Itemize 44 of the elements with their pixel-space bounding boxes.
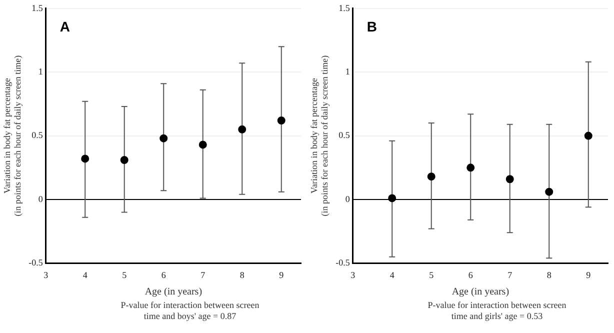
y-axis-title: Variation in body fat percentage (in points for each hour of daily screen time) [2,55,23,216]
x-tick-label: 9 [586,270,592,280]
point [238,125,246,134]
x-tick-label: 7 [200,270,206,280]
point [277,116,286,125]
text: P-value for interaction between screen time and boys' age = 0.87 [120,300,260,322]
point [388,194,396,202]
point [584,132,592,140]
point [466,164,475,172]
y-tick-label: 0.5 [32,130,44,140]
y-tick-label: 1 [38,66,43,76]
y-tick-label: -0.5 [336,258,350,268]
point [545,188,554,196]
x-tick-label: 9 [279,270,284,280]
y-tick-label: 0 [38,194,44,204]
point [120,156,128,164]
x-tick-label: 4 [390,270,395,280]
x-tick-label: 4 [82,270,88,280]
x-tick-label: 3 [350,270,356,280]
y-tick-label: 0 [345,194,350,204]
annotation: A [60,18,70,34]
x-axis-title: Age (in years) [144,286,202,298]
annotation: B [366,18,377,34]
point [81,154,90,163]
x-tick-label: 6 [468,270,474,280]
x-tick-label: 7 [508,270,513,280]
y-tick-label: 0.5 [338,130,350,140]
y-tick-label: 1.5 [338,2,350,13]
x-tick-label: 3 [44,270,49,280]
y-axis-title: Variation in body fat percentage (in points for each hour of daily screen time) [308,55,330,216]
y-tick-label: 1.5 [32,2,44,13]
y-tick-label: -0.5 [28,258,44,268]
text: P-value for interaction between screen time and girls' age = 0.53 [426,300,568,322]
point [506,175,514,184]
x-tick-label: 8 [546,270,552,280]
x-axis-title: Age (in years) [452,286,510,298]
point [160,134,168,142]
x-tick-label: 5 [429,270,434,280]
x-tick-label: 5 [122,270,128,280]
y-tick-label: 1 [345,66,350,76]
point [198,140,207,149]
point [427,172,436,181]
x-tick-label: 6 [161,270,166,280]
x-tick-label: 8 [240,270,245,280]
